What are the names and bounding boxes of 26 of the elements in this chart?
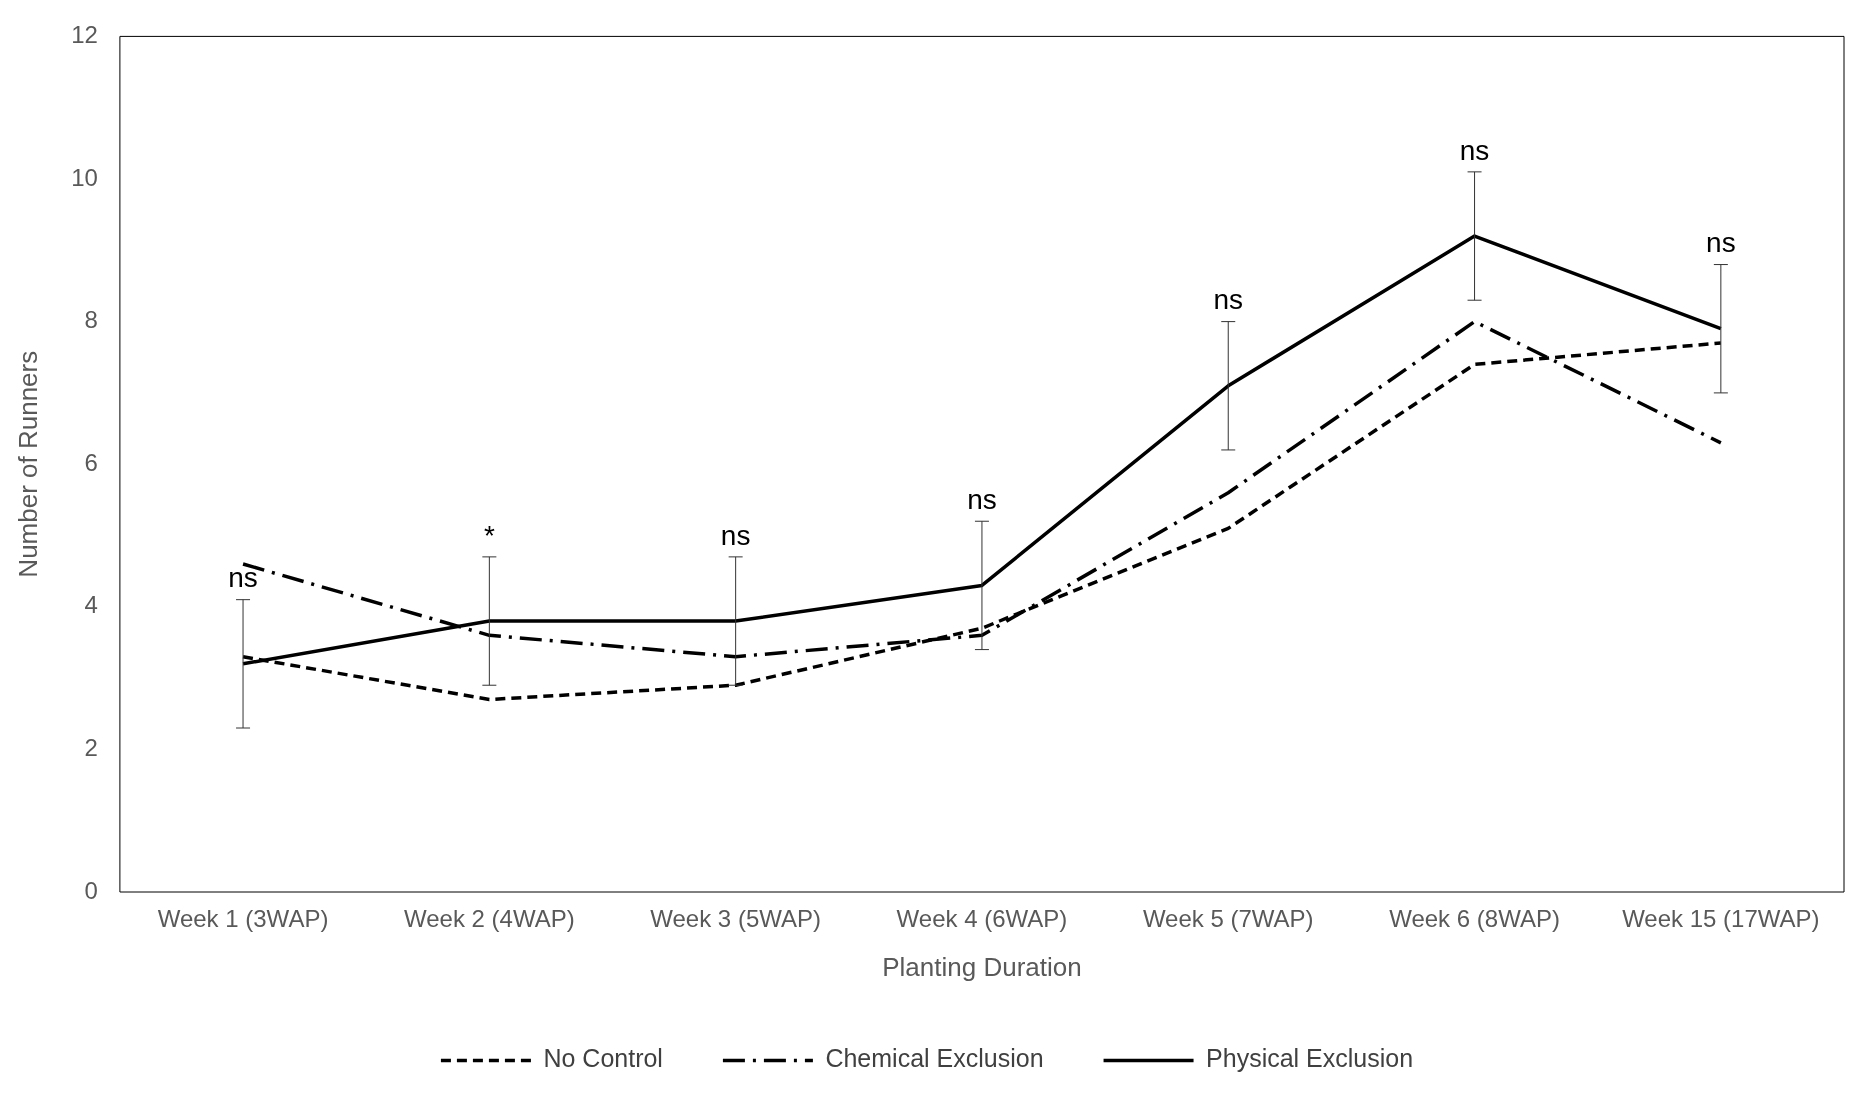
x-tick-label: Week 15 (17WAP) (1622, 905, 1820, 933)
y-tick-label: 6 (84, 448, 98, 476)
x-tick-label: Week 4 (6WAP) (896, 905, 1068, 933)
y-tick-label: 0 (84, 876, 98, 904)
x-tick-label: Week 3 (5WAP) (650, 905, 822, 933)
y-tick-label: 2 (84, 734, 98, 762)
annotation: ns (720, 519, 751, 551)
y-axis-title: Number of Runners (12, 350, 43, 578)
x-tick-label: Week 5 (7WAP) (1142, 905, 1314, 933)
y-tick-label: 4 (84, 591, 98, 619)
annotation: ns (967, 483, 997, 515)
legend-label: No Control (543, 1044, 663, 1073)
y-tick-label: 10 (71, 163, 98, 191)
x-tick-label: Week 6 (8WAP) (1389, 905, 1560, 933)
annotation: ns (1459, 134, 1490, 166)
annotation: ns (1213, 284, 1244, 316)
annotation: ns (228, 562, 258, 594)
y-tick-label: 12 (71, 21, 98, 49)
x-tick-label: Week 1 (3WAP) (157, 905, 329, 933)
legend-label: Physical Exclusion (1206, 1044, 1414, 1073)
annotation: * (483, 519, 495, 551)
y-tick-label: 8 (84, 306, 98, 334)
annotation: ns (1706, 227, 1736, 259)
x-axis-title: Planting Duration (882, 951, 1082, 982)
x-tick-label: Week 2 (4WAP) (403, 905, 575, 933)
legend-label: Chemical Exclusion (825, 1044, 1044, 1073)
